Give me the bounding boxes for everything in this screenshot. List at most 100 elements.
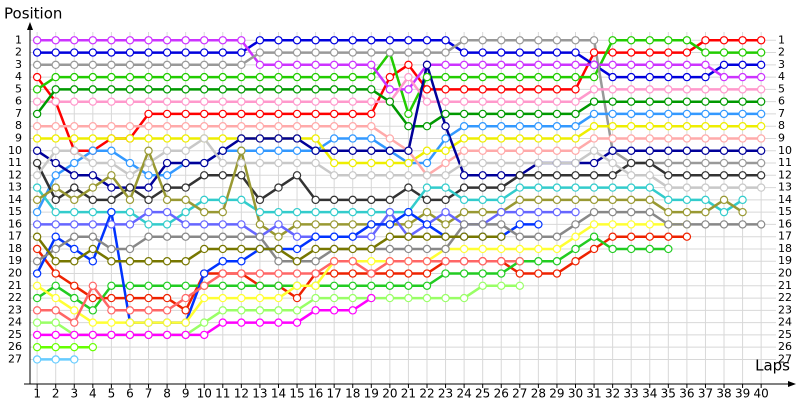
lap-marker	[404, 269, 413, 278]
lap-marker	[200, 134, 209, 143]
lap-marker	[422, 220, 432, 229]
lap-marker	[738, 158, 747, 168]
lap-marker	[441, 109, 450, 119]
lap-marker	[311, 306, 320, 315]
lap-marker	[292, 220, 302, 229]
lap-marker	[459, 220, 469, 229]
lap-marker	[682, 134, 692, 143]
lap-marker	[404, 158, 413, 168]
lap-marker	[32, 355, 42, 364]
y-tick-label: 22	[8, 291, 22, 304]
x-tick-label: 31	[586, 387, 601, 400]
lap-marker	[107, 318, 116, 327]
lap-marker	[255, 134, 265, 143]
x-axis-label: Laps	[755, 357, 790, 375]
lap-marker	[88, 48, 98, 57]
lap-marker	[682, 36, 692, 45]
lap-marker	[478, 48, 487, 57]
lap-marker	[348, 60, 357, 70]
lap-marker	[422, 293, 432, 303]
lap-marker	[292, 269, 302, 278]
lap-marker	[255, 220, 265, 229]
y-tick-label-right: 4	[778, 70, 785, 83]
lap-marker	[367, 122, 376, 131]
lap-marker	[181, 330, 190, 340]
lap-marker	[51, 293, 60, 303]
lap-marker	[682, 60, 692, 70]
lap-marker	[422, 122, 432, 131]
lap-marker	[404, 146, 413, 155]
y-tick-label-right: 13	[778, 181, 792, 194]
lap-marker	[51, 146, 60, 155]
lap-marker	[32, 257, 42, 266]
lap-marker	[459, 36, 469, 45]
y-tick-label: 24	[8, 316, 22, 329]
lap-marker	[329, 293, 339, 303]
lap-marker	[459, 109, 469, 119]
lap-marker	[162, 306, 172, 315]
x-tick-label: 13	[252, 387, 267, 400]
lap-marker	[608, 48, 617, 57]
lap-marker	[571, 232, 580, 241]
y-tick-label-right: 3	[778, 58, 785, 71]
lap-marker	[218, 257, 227, 266]
lap-marker	[32, 146, 42, 155]
lap-marker	[404, 36, 413, 45]
lap-marker	[534, 109, 543, 119]
x-tick-label: 16	[308, 387, 323, 400]
lap-marker	[51, 318, 60, 327]
lap-marker	[144, 48, 153, 57]
lap-marker	[515, 122, 525, 131]
lap-marker	[107, 306, 116, 315]
lap-marker	[107, 220, 116, 229]
lap-marker	[664, 232, 673, 241]
lap-marker	[589, 171, 599, 180]
lap-marker	[719, 220, 729, 229]
y-axis-label: Position	[4, 5, 62, 23]
y-tick-label: 12	[8, 168, 22, 181]
lap-marker	[107, 244, 116, 254]
lap-marker	[107, 146, 116, 155]
lap-marker	[70, 122, 79, 131]
lap-marker	[682, 207, 692, 217]
y-tick-label-right: 27	[778, 352, 792, 365]
lap-marker	[608, 85, 617, 94]
lap-marker	[534, 171, 543, 180]
lap-marker	[51, 244, 60, 254]
lap-marker	[385, 220, 395, 229]
lap-marker	[719, 72, 729, 82]
lap-marker	[701, 146, 710, 155]
lap-marker	[645, 85, 654, 94]
lap-marker	[404, 244, 413, 254]
lap-marker	[255, 306, 265, 315]
lap-marker	[162, 195, 172, 205]
lap-marker	[125, 306, 135, 315]
lap-marker	[70, 207, 79, 217]
lap-marker	[70, 293, 79, 303]
lap-marker	[348, 85, 357, 94]
lap-marker	[32, 220, 42, 229]
lap-marker	[181, 72, 190, 82]
lap-marker	[626, 146, 636, 155]
lap-marker	[51, 48, 60, 57]
lap-marker	[348, 257, 357, 266]
lap-marker	[32, 122, 42, 131]
lap-marker	[348, 171, 357, 180]
lap-marker	[719, 134, 729, 143]
lap-marker	[367, 109, 376, 119]
lap-marker	[478, 195, 487, 205]
lap-marker	[385, 36, 395, 45]
lap-marker	[237, 269, 246, 278]
lap-marker	[497, 281, 506, 290]
lap-marker	[51, 85, 60, 94]
lap-marker	[571, 60, 580, 70]
lap-marker	[478, 134, 487, 143]
x-tick-label: 36	[679, 387, 694, 400]
lap-marker	[645, 158, 654, 168]
lap-marker	[200, 36, 209, 45]
lap-marker	[719, 60, 729, 70]
lap-marker	[441, 36, 450, 45]
lap-marker	[459, 293, 469, 303]
lap-marker	[274, 281, 283, 290]
lap-marker	[589, 109, 599, 119]
